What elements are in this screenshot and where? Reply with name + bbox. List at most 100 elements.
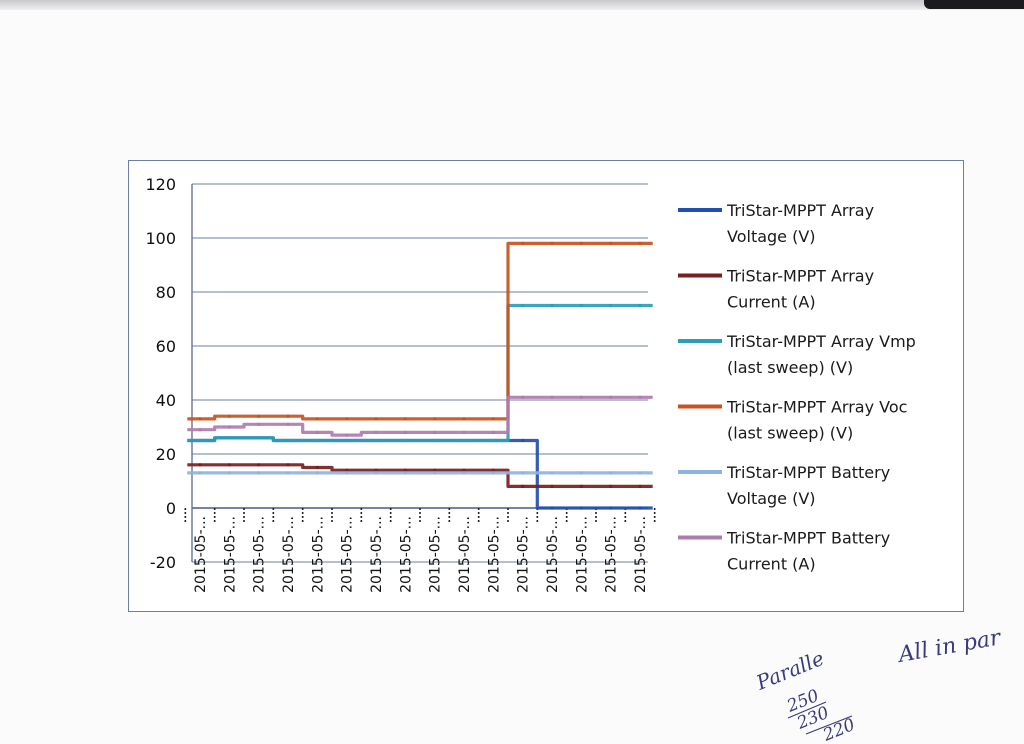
data-point: [227, 414, 231, 418]
series-lines: [187, 241, 653, 510]
data-point: [550, 303, 554, 308]
data-point: [227, 463, 231, 467]
data-point: [609, 506, 613, 510]
data-point: [550, 471, 554, 475]
data-point: [491, 471, 495, 475]
data-point: [286, 414, 290, 418]
data-point: [403, 471, 407, 475]
data-point: [638, 241, 642, 245]
data-point: [198, 438, 202, 443]
data-point: [462, 438, 466, 443]
handwritten-note-paralle: Paralle: [752, 646, 827, 695]
data-point: [198, 463, 202, 467]
legend-label-line2: (last sweep) (V): [727, 358, 853, 377]
x-tick-label: 2015-05-...: [340, 516, 356, 593]
data-point: [521, 471, 525, 475]
x-tick-labels: 2015-05-... 2015-05-... 2015-05-... 2015-05…: [193, 516, 649, 593]
series-line-2: [187, 463, 653, 488]
data-point: [374, 438, 378, 443]
data-point: [286, 471, 290, 475]
data-point: [198, 417, 202, 421]
data-point: [462, 430, 466, 434]
data-point: [521, 438, 525, 443]
scan-corner-shadow: [924, 0, 1024, 9]
data-point: [374, 471, 378, 475]
handwritten-fraction-bar-2: [805, 715, 853, 735]
handwritten-note-all-in-par: All in par: [895, 625, 1004, 668]
x-tick-label: 2015-05-...: [222, 516, 238, 593]
x-tick-label: 2015-05-...: [398, 516, 414, 593]
data-point: [403, 468, 407, 472]
data-point: [433, 430, 437, 434]
data-point: [579, 484, 583, 488]
data-point: [433, 468, 437, 472]
data-point: [462, 417, 466, 421]
y-tick-label: -20: [150, 553, 176, 572]
x-tick-label: 2015-05-...: [516, 516, 532, 593]
x-tick-label: 2015-05-...: [193, 516, 209, 593]
data-point: [579, 395, 583, 399]
y-tick-label: 100: [145, 229, 176, 248]
data-point: [491, 417, 495, 421]
axes: [184, 184, 656, 562]
data-point: [345, 471, 349, 475]
y-tick-label: 60: [156, 337, 176, 356]
x-tick-label: 2015-05-...: [604, 516, 620, 593]
data-point: [227, 425, 231, 429]
data-point: [257, 422, 261, 426]
data-point: [609, 484, 613, 488]
data-point: [433, 471, 437, 475]
y-tick-label: 0: [166, 499, 176, 518]
data-point: [315, 471, 319, 475]
data-point: [638, 395, 642, 399]
x-tick-label: 2015-05-...: [633, 516, 649, 593]
data-point: [550, 395, 554, 399]
data-point: [579, 303, 583, 308]
x-tick-label: 2015-05-...: [457, 516, 473, 593]
legend-label-line1: TriStar-MPPT Array: [726, 201, 874, 220]
legend-label-line1: TriStar-MPPT Array Voc: [726, 398, 907, 417]
data-point: [345, 417, 349, 421]
data-point: [403, 430, 407, 434]
data-point: [227, 471, 231, 475]
data-point: [433, 438, 437, 443]
scan-top-edge: [0, 0, 1024, 10]
data-point: [257, 463, 261, 467]
x-tick-label: 2015-05-...: [369, 516, 385, 593]
data-point: [521, 395, 525, 399]
legend-label-line2: Current (A): [727, 293, 816, 312]
data-point: [638, 471, 642, 475]
data-point: [579, 506, 583, 510]
data-point: [198, 471, 202, 475]
x-tick-label: 2015-05-...: [252, 516, 268, 593]
series-line-4: [187, 241, 653, 421]
legend-label-line2: Current (A): [727, 555, 816, 574]
data-point: [286, 438, 290, 443]
data-point: [521, 241, 525, 245]
x-tick-label: 2015-05-...: [281, 516, 297, 593]
data-point: [374, 430, 378, 434]
data-point: [433, 417, 437, 421]
handwritten-notes: Paralle 250 230 220 All in par: [752, 625, 1004, 744]
data-point: [403, 438, 407, 443]
data-point: [609, 303, 613, 308]
x-tick-label: 2015-05-...: [545, 516, 561, 593]
data-point: [491, 438, 495, 443]
y-tick-label: 40: [156, 391, 176, 410]
data-point: [257, 436, 261, 440]
chart-frame: [128, 160, 964, 612]
handwritten-fraction-bar-1: [787, 701, 827, 719]
y-tick-label: 20: [156, 445, 176, 464]
data-point: [550, 241, 554, 245]
data-point: [550, 484, 554, 488]
data-point: [198, 428, 202, 432]
data-point: [315, 430, 319, 434]
data-point: [462, 468, 466, 472]
data-point: [286, 463, 290, 467]
data-point: [550, 506, 554, 510]
data-point: [609, 395, 613, 399]
legend-label-line1: TriStar-MPPT Array: [726, 267, 874, 286]
data-point: [286, 422, 290, 426]
legend-label-line1: TriStar-MPPT Battery: [726, 529, 890, 548]
